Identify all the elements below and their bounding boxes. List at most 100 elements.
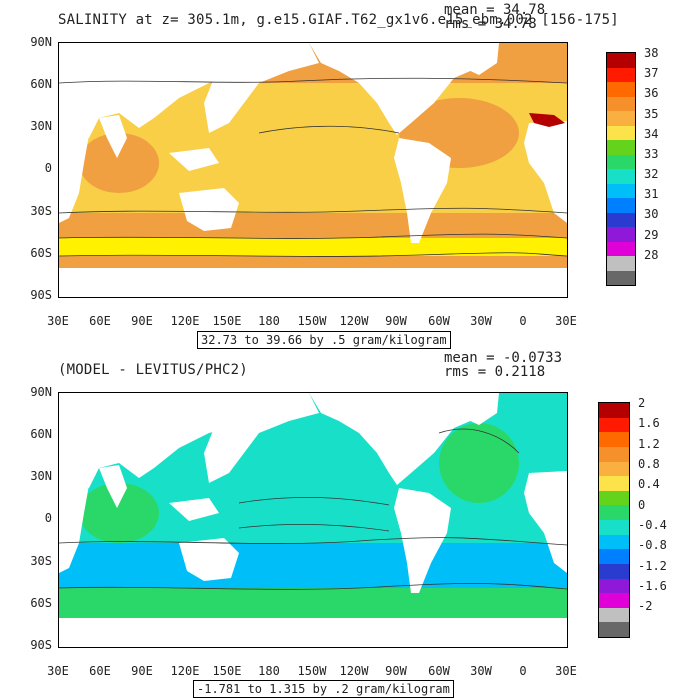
difference-map-canvas [59,393,567,647]
colorbar-swatch [607,270,635,285]
colorbar-tick-label: 0 [638,497,646,512]
panel-title: SALINITY at z= 305.1m, g.e15.GIAF.T62_gx… [58,12,619,28]
colorbar-tick-label: 0.4 [638,477,660,492]
landmass-greenland [454,393,499,425]
landmass-africa-east [524,471,567,573]
rms-label: rms = 34.78 [444,16,537,32]
contour-line [258,125,400,134]
lon-label: 60E [89,314,111,328]
ocean-band-southern [59,588,567,618]
antarctic-ice [59,618,567,647]
landmass-australia [179,188,239,231]
colorbar-swatch [607,154,635,169]
colorbar-swatch [607,256,635,271]
lon-label: 60E [89,664,111,678]
colorbar-tick-label: 1.6 [638,416,660,431]
contour-line [59,537,567,546]
landmass-eurasia [59,43,249,138]
colorbar-tick-label: 34 [644,126,659,141]
landmass-eurasia [59,393,249,488]
difference-map [58,392,568,648]
landmass-australia [179,538,239,581]
colorbar-tick-label: 37 [644,66,659,81]
antarctic-ice [59,268,567,297]
contour-line [438,428,520,454]
colorbar-swatch [607,227,635,242]
lat-label: 90N [30,385,52,399]
colorbar-tick-label: 0.8 [638,457,660,472]
colorbar-swatch [599,593,629,608]
lon-label: 150W [297,664,327,678]
colorbar-swatch [599,476,629,491]
colorbar-tick-label: -2 [638,599,653,614]
colorbar-tick-label: -0.8 [638,538,667,553]
colorbar-swatch [607,96,635,111]
contour-range-label: 32.73 to 39.66 by .5 gram/kilogram [197,331,451,349]
lat-label: 0 [44,511,52,525]
colorbar-swatch [599,578,629,594]
colorbar-swatch [599,622,629,637]
colorbar-tick-label: 33 [644,146,659,161]
contour-range-label: -1.781 to 1.315 by .2 gram/kilogram [193,680,454,698]
colorbar-swatch [607,241,635,256]
landmass-africa [59,123,89,223]
indian-saline-region [79,133,159,193]
mean-label: mean = -0.0733 [444,350,563,366]
lon-label: 150W [297,314,327,328]
landmass-north-america [309,43,489,135]
contour-line [238,496,390,506]
colorbar-swatch [607,212,635,227]
colorbar-tick-label: 29 [644,227,659,242]
rms-label: rms = 0.2118 [444,364,546,380]
colorbar-swatch [607,111,635,126]
lon-label: 120E [170,314,200,328]
lat-label: 30N [30,469,52,483]
colorbar-swatch [599,549,629,564]
colorbar-swatch [599,505,629,520]
lat-label: 0 [44,161,52,175]
contour-line [59,207,567,214]
landmass-eurasia-east [204,43,319,133]
lat-label: 90S [30,288,52,302]
landmass-indonesia [169,498,219,521]
mean-label: mean = 34.78 [444,2,546,18]
landmass-south-america [394,488,451,593]
colorbar-tick-label: 2 [638,396,646,410]
lat-label: 30S [30,554,52,568]
colorbar-swatch [599,490,629,506]
lon-label: 60W [428,664,450,678]
colorbar-swatch [599,534,629,550]
lat-label: 30S [30,204,52,218]
colorbar-swatch [607,140,635,155]
landmass-india [99,465,127,508]
landmass-indonesia [169,148,219,171]
lon-label: 90E [131,314,153,328]
lon-label: 180 [258,314,280,328]
colorbar-swatch [607,67,635,82]
ocean-band-antarctic [59,256,567,268]
difference-colorbar [598,402,630,638]
lon-label: 30E [555,664,577,678]
lon-label: 0 [519,664,527,678]
colorbar-swatch [599,432,629,447]
contour-line [59,77,567,84]
colorbar-swatch [599,403,629,418]
ocean-band-southern [59,238,567,256]
lon-label: 60W [428,314,450,328]
colorbar-tick-label: 38 [644,46,659,60]
lat-label: 60S [30,246,52,260]
lat-label: 60N [30,427,52,441]
colorbar-tick-label: 28 [644,247,659,262]
lat-label: 60S [30,596,52,610]
colorbar-swatch [599,520,629,535]
landmass-india [99,115,127,158]
lon-label: 90W [385,314,407,328]
colorbar-tick-label: 30 [644,207,659,222]
lon-label: 120W [339,314,369,328]
lon-label: 90E [131,664,153,678]
lon-label: 90W [385,664,407,678]
colorbar-tick-label: 32 [644,167,659,182]
indian-fresh-region [79,483,159,543]
atlantic-fresh-region [439,423,519,503]
landmass-greenland [454,43,499,75]
